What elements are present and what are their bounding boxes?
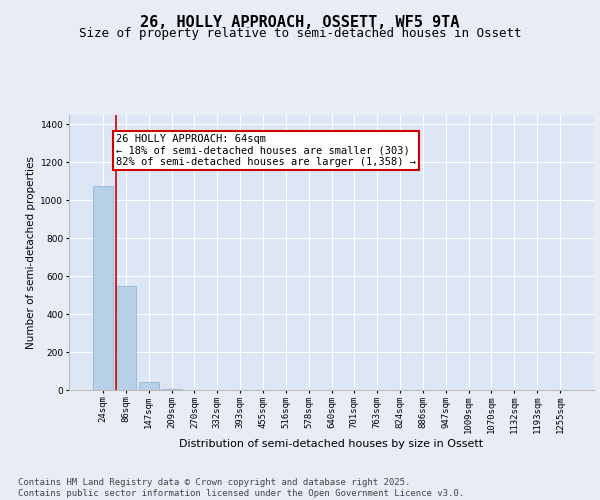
Bar [93,186,113,390]
Bar [139,382,159,390]
Text: 26, HOLLY APPROACH, OSSETT, WF5 9TA: 26, HOLLY APPROACH, OSSETT, WF5 9TA [140,15,460,30]
Text: Contains HM Land Registry data © Crown copyright and database right 2025.
Contai: Contains HM Land Registry data © Crown c… [18,478,464,498]
Text: 26 HOLLY APPROACH: 64sqm
← 18% of semi-detached houses are smaller (303)
82% of : 26 HOLLY APPROACH: 64sqm ← 18% of semi-d… [116,134,416,167]
Bar [116,286,136,390]
X-axis label: Distribution of semi-detached houses by size in Ossett: Distribution of semi-detached houses by … [179,438,484,448]
Y-axis label: Number of semi-detached properties: Number of semi-detached properties [26,156,36,349]
Text: Size of property relative to semi-detached houses in Ossett: Size of property relative to semi-detach… [79,28,521,40]
